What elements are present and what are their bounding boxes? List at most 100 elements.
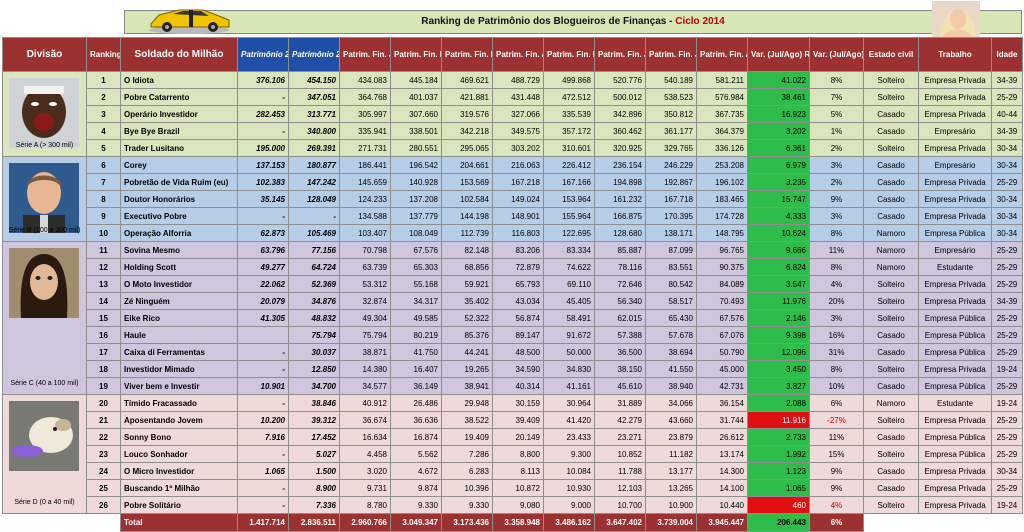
var-rs: 1.992 bbox=[747, 445, 810, 463]
month-value: 112.739 bbox=[441, 224, 493, 242]
month-value: 174.728 bbox=[696, 207, 748, 225]
month-value: 78.116 bbox=[594, 258, 646, 276]
month-value: 13.174 bbox=[696, 445, 748, 463]
month-value: 42.731 bbox=[696, 377, 748, 395]
month-value: 80.542 bbox=[645, 275, 697, 293]
var-pct: 15% bbox=[809, 445, 864, 463]
rank-cell: 10 bbox=[86, 224, 121, 242]
estado-civil: Casado bbox=[863, 428, 919, 446]
month-value: 167.718 bbox=[645, 190, 697, 208]
month-value: 472.512 bbox=[543, 88, 595, 106]
idade: 19-24 bbox=[991, 394, 1023, 412]
var-pct: 31% bbox=[809, 343, 864, 361]
month-value: 192.867 bbox=[645, 173, 697, 191]
patrimonio-2013: 77.156 bbox=[288, 241, 340, 259]
month-value: 10.440 bbox=[696, 496, 748, 514]
table-row: 4 Bye Bye Brazil -340.800 335.941 338.501 342… bbox=[3, 122, 1023, 140]
rank-cell: 13 bbox=[86, 275, 121, 293]
table-row: 12 Holding Scott 49.277 64.724 63.739 65.303 6… bbox=[3, 258, 1023, 276]
idade: 34-39 bbox=[991, 122, 1023, 140]
var-pct: 3% bbox=[809, 156, 864, 174]
month-value: 19.265 bbox=[441, 360, 493, 378]
month-value: 40.314 bbox=[492, 377, 544, 395]
header-divisao: Divisão bbox=[2, 37, 87, 72]
patrimonio-2012: 63.796 bbox=[237, 241, 289, 259]
var-pct: 9% bbox=[809, 462, 864, 480]
month-value: 108.049 bbox=[390, 224, 442, 242]
month-value: 50.790 bbox=[696, 343, 748, 361]
trabalho: Empresa Privada bbox=[918, 360, 992, 378]
blogger-name: Zé Ninguém bbox=[120, 292, 238, 310]
var-pct: 20% bbox=[809, 292, 864, 310]
trabalho: Empresa Privada bbox=[918, 190, 992, 208]
trabalho: Estudante bbox=[918, 394, 992, 412]
month-value: 271.731 bbox=[339, 139, 391, 157]
estado-civil: Solteiro bbox=[863, 309, 919, 327]
month-value: 128.680 bbox=[594, 224, 646, 242]
trabalho: Empresa Pública bbox=[918, 377, 992, 395]
var-rs: 3.547 bbox=[747, 275, 810, 293]
month-value: 67.576 bbox=[390, 241, 442, 259]
month-value: 38.940 bbox=[645, 377, 697, 395]
month-value: 87.099 bbox=[645, 241, 697, 259]
month-value: 50.000 bbox=[543, 343, 595, 361]
estado-civil: Solteiro bbox=[863, 275, 919, 293]
month-value: 7.286 bbox=[441, 445, 493, 463]
header-ranking: Ranking bbox=[86, 37, 121, 72]
month-value: 34.066 bbox=[645, 394, 697, 412]
title-main: Ranking de Patrimônio dos Blogueiros de … bbox=[421, 16, 676, 27]
month-value: 295.065 bbox=[441, 139, 493, 157]
rank-cell: 5 bbox=[86, 139, 121, 157]
total-month: 3.358.948 bbox=[492, 513, 544, 532]
trabalho: Empresa Pública bbox=[918, 428, 992, 446]
idade: 25-29 bbox=[991, 241, 1023, 259]
trabalho: Empresa Pública bbox=[918, 445, 992, 463]
var-rs: 12.096 bbox=[747, 343, 810, 361]
month-value: 52.322 bbox=[441, 309, 493, 327]
blogger-name: Corey bbox=[120, 156, 238, 174]
division-cell: Série C (40 a 100 mil) bbox=[2, 241, 87, 395]
month-value: 96.765 bbox=[696, 241, 748, 259]
var-pct: 7% bbox=[809, 88, 864, 106]
patrimonio-2013: 347.051 bbox=[288, 88, 340, 106]
idade: 40-44 bbox=[991, 105, 1023, 123]
title-cycle: Ciclo 2014 bbox=[675, 16, 725, 27]
rank-cell: 18 bbox=[86, 360, 121, 378]
total-month: 3.647.402 bbox=[594, 513, 646, 532]
total-patrimonio-2012: 1.417.714 bbox=[237, 513, 289, 532]
blogger-name: Sonny Bono bbox=[120, 428, 238, 446]
var-rs: 38.461 bbox=[747, 88, 810, 106]
trabalho: Empresa Privada bbox=[918, 479, 992, 497]
month-value: 194.898 bbox=[594, 173, 646, 191]
idade: 30-34 bbox=[991, 190, 1023, 208]
idade: 25-29 bbox=[991, 275, 1023, 293]
table-row: 17 Caixa di Ferramentas -30.037 38.871 41.75… bbox=[3, 343, 1023, 361]
trabalho: Empresa Privada bbox=[918, 207, 992, 225]
month-value: 39.409 bbox=[492, 411, 544, 429]
month-value: 434.083 bbox=[339, 71, 391, 89]
month-value: 83.334 bbox=[543, 241, 595, 259]
month-value: 31.744 bbox=[696, 411, 748, 429]
month-value: 196.542 bbox=[390, 156, 442, 174]
blogger-name: Executivo Pobre bbox=[120, 207, 238, 225]
trabalho: Empresa Pública bbox=[918, 224, 992, 242]
total-month: 3.173.436 bbox=[441, 513, 493, 532]
trabalho: Empresa Pública bbox=[918, 343, 992, 361]
rank-cell: 26 bbox=[86, 496, 121, 514]
month-value: 19.409 bbox=[441, 428, 493, 446]
idade: 25-29 bbox=[991, 88, 1023, 106]
patrimonio-2013: 38.846 bbox=[288, 394, 340, 412]
header-month: Patrim. Fin. Ago/14 bbox=[696, 37, 748, 72]
blogger-name: O Moto Investidor bbox=[120, 275, 238, 293]
month-value: 357.172 bbox=[543, 122, 595, 140]
header-month: Patrim. Fin. Jul/14 bbox=[645, 37, 697, 72]
header-soldado: Soldado do Milhão bbox=[120, 37, 238, 72]
blogger-name: Tímido Fracassado bbox=[120, 394, 238, 412]
rank-cell: 9 bbox=[86, 207, 121, 225]
rank-cell: 22 bbox=[86, 428, 121, 446]
month-value: 102.584 bbox=[441, 190, 493, 208]
patrimonio-2012 bbox=[237, 326, 289, 344]
patrimonio-2013: 52.369 bbox=[288, 275, 340, 293]
estado-civil: Namoro bbox=[863, 394, 919, 412]
idade: 25-29 bbox=[991, 343, 1023, 361]
